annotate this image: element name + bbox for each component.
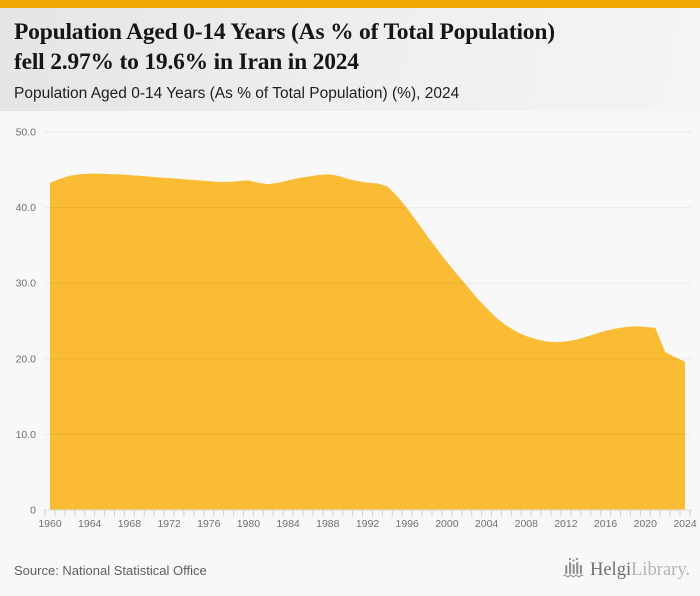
x-axis-label: 2024 xyxy=(673,518,697,530)
y-axis-label: 50.0 xyxy=(16,127,37,139)
x-axis-label: 1992 xyxy=(356,518,380,530)
y-axis-label: 30.0 xyxy=(16,278,37,290)
x-axis-label: 2012 xyxy=(554,518,578,530)
page-title: Population Aged 0-14 Years (As % of Tota… xyxy=(14,17,686,77)
series-area xyxy=(50,173,685,510)
page-title-line-1: Population Aged 0-14 Years (As % of Tota… xyxy=(14,19,555,45)
y-axis-label: 10.0 xyxy=(16,429,37,441)
top-accent-bar xyxy=(0,0,700,8)
x-axis-label: 1968 xyxy=(118,518,142,530)
x-axis-label: 2016 xyxy=(594,518,618,530)
chart-area: 0 10.0 20.0 30.0 40.0 50.0 1960 1964 1968 1972 197… xyxy=(0,111,700,545)
y-axis-label: 40.0 xyxy=(16,202,37,214)
area-chart-svg: 0 10.0 20.0 30.0 40.0 50.0 1960 1964 1968 1972 197… xyxy=(16,127,697,531)
x-axis-label: 1984 xyxy=(276,518,300,530)
x-axis-label: 1972 xyxy=(157,518,181,530)
helgi-bars-logo-icon xyxy=(562,557,585,584)
chart-footer: Source: National Statistical Office Helg… xyxy=(0,545,700,596)
chart-header: Population Aged 0-14 Years (As % of Tota… xyxy=(0,8,700,111)
x-axis-label: 1996 xyxy=(396,518,420,530)
x-axis-label: 2020 xyxy=(634,518,658,530)
logo-text-secondary: Library. xyxy=(631,560,690,580)
source-label: Source: National Statistical Office xyxy=(14,563,207,578)
logo-text: HelgiLibrary. xyxy=(590,560,690,581)
y-axis-label: 20.0 xyxy=(16,353,37,365)
x-axis-label: 2004 xyxy=(475,518,499,530)
x-axis-label: 1960 xyxy=(38,518,62,530)
x-axis-label: 1976 xyxy=(197,518,221,530)
logo-text-primary: Helgi xyxy=(589,560,632,580)
helgi-library-logo: HelgiLibrary. xyxy=(562,557,690,584)
page-title-line-2: fell 2.97% to 19.6% in Iran in 2024 xyxy=(14,49,359,75)
chart-subtitle: Population Aged 0-14 Years (As % of Tota… xyxy=(14,85,460,102)
y-axis-label: 0 xyxy=(30,505,36,517)
x-axis-label: 1964 xyxy=(78,518,102,530)
x-axis-label: 1980 xyxy=(237,518,261,530)
x-axis-label: 2008 xyxy=(515,518,539,530)
x-axis-label: 1988 xyxy=(316,518,340,530)
x-axis-label: 2000 xyxy=(435,518,459,530)
